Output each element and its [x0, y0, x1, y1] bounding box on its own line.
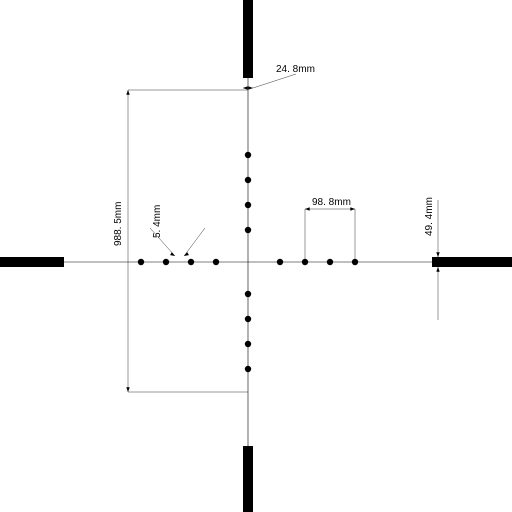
- reticle-dot: [245, 152, 251, 158]
- dim-label-dot-pitch: 98. 8mm: [312, 197, 351, 208]
- reticle-dot: [188, 259, 194, 265]
- reticle-dot: [245, 202, 251, 208]
- reticle-dot: [213, 259, 219, 265]
- bar-bottom: [243, 446, 253, 512]
- bar-left: [0, 257, 64, 267]
- reticle-dot: [245, 316, 251, 322]
- reticle-dot: [163, 259, 169, 265]
- bar-top: [243, 0, 253, 78]
- reticle-dot: [245, 227, 251, 233]
- reticle-dot: [277, 259, 283, 265]
- bar-right: [432, 257, 512, 267]
- dim-leader: [184, 228, 205, 256]
- reticle-dot: [138, 259, 144, 265]
- reticle-dot: [327, 259, 333, 265]
- dim-label-outer-bar: 49. 4mm: [424, 197, 435, 236]
- dim-label-inner-bar: 24. 8mm: [276, 64, 315, 75]
- dim-label-dot-diameter: 5. 4mm: [152, 205, 163, 238]
- reticle-dot: [245, 177, 251, 183]
- dim-leader: [253, 74, 296, 88]
- reticle-dot: [245, 291, 251, 297]
- dim-label-vertical-span: 988. 5mm: [113, 202, 124, 246]
- reticle-dot: [245, 366, 251, 372]
- reticle-dot: [245, 341, 251, 347]
